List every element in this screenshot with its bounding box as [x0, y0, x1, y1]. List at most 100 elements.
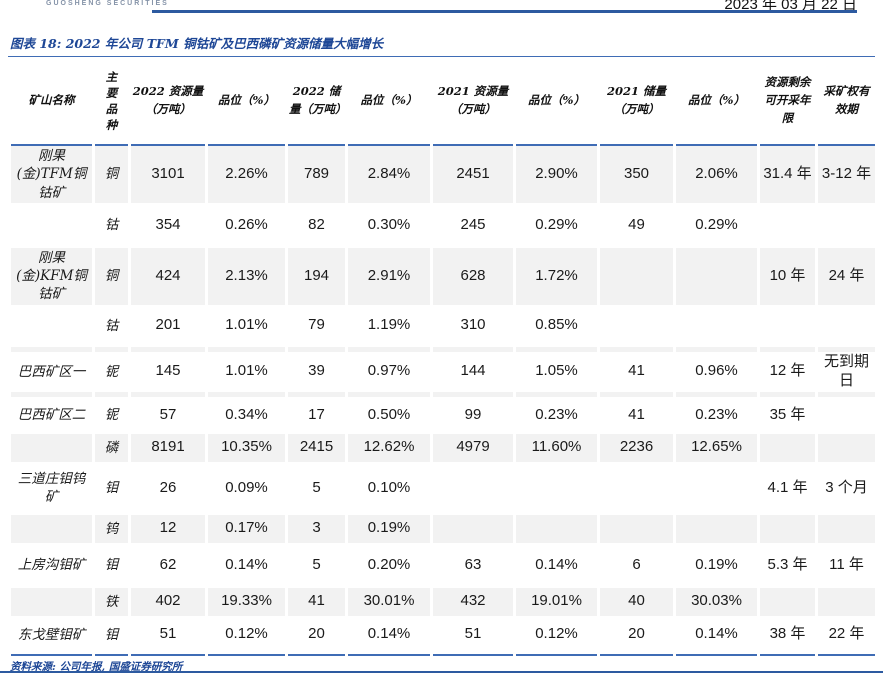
table-row: 三道庄钼钨矿 钼 26 0.09% 5 0.10% 4.1 年 3 个月: [11, 462, 875, 515]
data-cell: 145: [131, 346, 205, 392]
data-cell: 424: [131, 248, 205, 305]
data-cell: 39: [288, 346, 345, 392]
data-cell: 17: [288, 391, 345, 434]
data-cell: 40: [600, 587, 673, 616]
source-note: 资料来源: 公司年报, 国盛证券研究所: [10, 660, 183, 673]
data-cell: 2.84%: [348, 146, 430, 203]
col-header-grade-3: 品位（%）: [516, 58, 597, 146]
data-cell: 0.19%: [348, 514, 430, 543]
data-cell: 19.33%: [208, 587, 285, 616]
data-cell: 310: [460, 316, 486, 334]
resource-reserve-table: 矿山名称 主要品种 2022 资源量（万吨） 品位（%） 2022 储量（万吨）…: [8, 58, 878, 656]
mine-name-cell: 上房沟钼矿: [17, 557, 86, 574]
data-cell: [433, 514, 513, 543]
table-row: 巴西矿区一铌 145 1.01% 39 0.97% 144 1.05% 41 0.96% 12 年…: [11, 346, 875, 392]
data-cell: 0.19%: [695, 555, 738, 573]
data-cell: 0.12%: [208, 616, 285, 656]
data-cell: [760, 203, 815, 248]
mine-name-cell: 刚果(金)TFM铜钴矿: [11, 146, 92, 203]
col-header-main-variety: 主要品种: [95, 58, 128, 146]
mine-name-cell: 三道庄钼钨矿: [17, 470, 86, 506]
col-header-grade-1: 品位（%）: [208, 58, 285, 146]
data-cell: [676, 462, 757, 515]
data-cell: 5.3 年: [767, 555, 808, 573]
header-row: 矿山名称 主要品种 2022 资源量（万吨） 品位（%） 2022 储量（万吨）…: [11, 58, 875, 146]
data-cell: 0.23%: [516, 391, 597, 434]
data-cell: 0.85%: [535, 316, 578, 334]
data-cell: [676, 305, 757, 347]
data-cell: 10 年: [760, 248, 815, 305]
data-cell: 31.4 年: [760, 146, 815, 203]
data-cell: 钼: [95, 616, 128, 656]
col-header-2022-reserves: 2022 储量（万吨）: [288, 58, 347, 146]
data-cell: 铁: [95, 587, 128, 616]
table-row: 钴 354 0.26% 82 0.30% 245 0.29% 49 0.29%: [11, 203, 875, 248]
table-block: 矿山名称 主要品种 2022 资源量（万吨） 品位（%） 2022 储量（万吨）…: [8, 56, 875, 674]
data-cell: 35 年: [760, 391, 815, 434]
data-cell: 12.65%: [676, 433, 757, 462]
data-cell: 2451: [433, 146, 513, 203]
data-cell: 0.26%: [225, 216, 268, 234]
data-cell: 0.14%: [348, 616, 430, 656]
data-cell: 0.97%: [348, 346, 430, 392]
table-row: 铁 402 19.33% 41 30.01% 432 19.01% 40 30.03%: [11, 587, 875, 616]
data-cell: [818, 203, 875, 248]
data-cell: 12: [131, 514, 205, 543]
data-cell: 201: [155, 316, 181, 334]
data-cell: 2.26%: [208, 146, 285, 203]
col-header-2021-resources: 2021 资源量（万吨）: [433, 58, 513, 146]
table-row: 钴 201 1.01% 79 1.19% 310 0.85%: [11, 305, 875, 347]
data-cell: [433, 462, 513, 515]
data-cell: [516, 514, 597, 543]
data-cell: 1.01%: [225, 316, 268, 334]
data-cell: [818, 587, 875, 616]
data-cell: 789: [288, 146, 345, 203]
data-cell: 0.10%: [367, 478, 411, 496]
data-cell: 0.14%: [535, 555, 578, 573]
data-cell: 5: [312, 555, 321, 573]
data-cell: 1.01%: [208, 346, 285, 392]
mine-name-cell: 巴西矿区一: [11, 346, 92, 392]
guosheng-logo: GUOSHENG SECURITIES: [8, 0, 167, 19]
data-cell: 8191: [131, 433, 205, 462]
data-cell: 30.01%: [348, 587, 430, 616]
data-cell: 3101: [131, 146, 205, 203]
data-cell: 铌: [95, 346, 128, 392]
data-cell: 57: [131, 391, 205, 434]
header-rule: [152, 10, 857, 13]
col-header-2021-reserves: 2021 储量（万吨）: [600, 58, 673, 146]
data-cell: 10.35%: [208, 433, 285, 462]
data-cell: 0.50%: [348, 391, 430, 434]
data-cell: 0.96%: [676, 346, 757, 392]
data-cell: [676, 514, 757, 543]
data-cell: 49: [628, 216, 645, 234]
data-cell: 26: [159, 478, 177, 496]
data-cell: 6: [632, 555, 641, 573]
data-cell: 5: [312, 478, 321, 496]
data-cell: 19.01%: [516, 587, 597, 616]
data-cell: 144: [433, 346, 513, 392]
logo-swoosh-icon: [8, 0, 48, 19]
data-cell: 铜: [95, 248, 128, 305]
data-cell: 82: [308, 216, 325, 234]
data-cell: 4979: [433, 433, 513, 462]
data-cell: 194: [288, 248, 345, 305]
data-cell: 0.34%: [208, 391, 285, 434]
data-cell: [760, 587, 815, 616]
data-cell: 铌: [95, 391, 128, 434]
table-row: 东戈壁钼矿钼 51 0.12% 20 0.14% 51 0.12% 20 0.14% 38 年 22…: [11, 616, 875, 656]
data-cell: [818, 514, 875, 543]
data-cell: [818, 391, 875, 434]
data-cell: 1.05%: [516, 346, 597, 392]
data-cell: 2236: [600, 433, 673, 462]
data-cell: 0.12%: [516, 616, 597, 656]
data-cell: 12 年: [760, 346, 815, 392]
table-row: 钨 12 0.17% 3 0.19%: [11, 514, 875, 543]
data-cell: 245: [460, 216, 486, 234]
col-header-mine-name: 矿山名称: [11, 58, 92, 146]
mine-name-cell: [11, 203, 92, 248]
logo-subtext: GUOSHENG SECURITIES: [46, 0, 169, 7]
data-cell: 2.13%: [208, 248, 285, 305]
data-cell: 63: [464, 555, 482, 573]
